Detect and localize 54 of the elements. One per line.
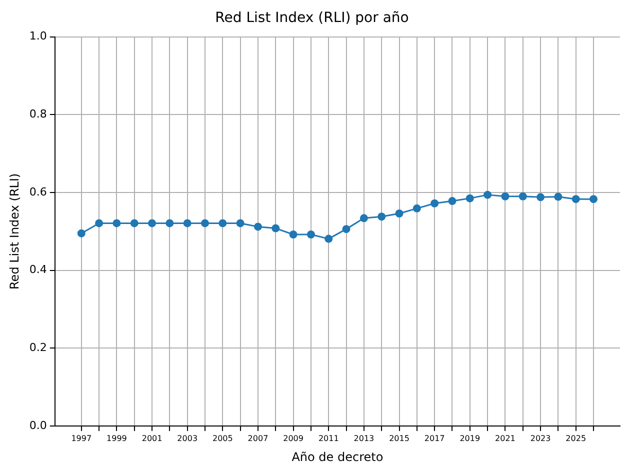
point [554,192,562,201]
x-tick-label: 2019 [460,434,480,443]
point [130,219,138,228]
point [148,219,156,228]
x-tick-label: 1997 [71,434,92,443]
point [324,234,333,243]
point [501,192,510,200]
point [536,193,545,202]
x-tick-label: 1999 [106,434,127,443]
point [360,214,368,222]
chart-title: Red List Index (RLI) por año [215,10,409,26]
x-tick-label: 2017 [424,434,445,443]
x-tick-label: 2003 [177,434,198,443]
x-axis-title: Año de decreto [292,450,384,464]
point [201,219,209,228]
point [590,195,598,204]
x-tick-label: 2007 [248,434,268,443]
point [77,229,86,238]
point [166,219,174,228]
point [272,224,280,232]
y-tick-label: 1.0 [29,30,47,43]
y-axis-title: Red List Index (RLI) [7,173,22,290]
y-tick-label: 0.8 [29,108,47,120]
y-tick-label: 0.6 [29,185,47,198]
point [254,222,262,231]
point [306,230,315,239]
y-tick-label: 0.4 [29,263,47,276]
point [412,204,421,212]
point [448,197,456,206]
point [378,212,386,221]
x-tick-label: 2001 [142,434,162,443]
x-tick-label: 2021 [495,434,516,443]
point [572,195,580,204]
point [289,230,298,239]
point [95,219,104,228]
y-tick-label: 0.0 [29,418,47,432]
x-tick-label: 2023 [530,434,551,443]
point [430,199,439,208]
point [395,209,404,218]
x-tick-label: 2015 [389,434,410,443]
x-tick-label: 2005 [212,434,233,443]
x-tick-label: 2013 [354,434,374,443]
y-tick-label: 0.2 [29,341,47,354]
x-tick-label: 2011 [318,434,339,443]
point [484,190,492,199]
x-tick-label: 2009 [283,434,304,443]
point [342,225,350,234]
point [518,192,527,200]
point [236,219,244,228]
point [183,219,192,228]
point [466,194,474,202]
point [218,219,227,228]
point [112,219,121,228]
x-tick-label: 2025 [566,434,586,443]
